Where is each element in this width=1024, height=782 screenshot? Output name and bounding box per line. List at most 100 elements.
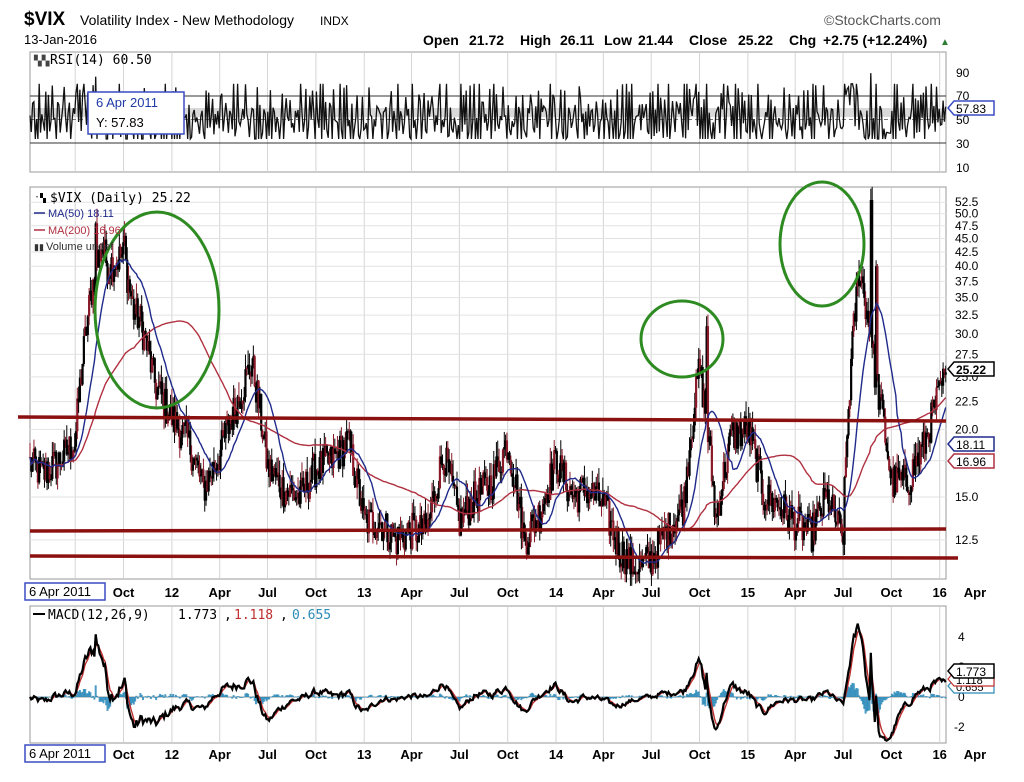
price-bar-body: [56, 463, 59, 479]
macd-hist-bar: [676, 696, 679, 697]
macd-tag: [947, 663, 995, 679]
price-bar-body: [701, 366, 704, 408]
macd-hist-bar: [831, 697, 834, 698]
macd-hist-bar: [219, 694, 222, 697]
macd-hist-bar: [99, 697, 102, 702]
price-bar-body: [666, 530, 669, 550]
macd-hist-bar: [412, 695, 415, 697]
macd-hist-bar: [773, 695, 776, 697]
macd-hist-bar: [360, 697, 363, 700]
price-tags: 25.22 18.11 16.96: [947, 361, 995, 469]
price-bar-body: [338, 435, 342, 469]
x-label-2: 12: [165, 585, 179, 600]
macd-hist-bar: [365, 696, 368, 698]
macd-hist-bar: [149, 697, 152, 700]
macd-hist-bar: [293, 696, 296, 698]
macd-hist-bar: [269, 696, 272, 698]
price-bar-body: [801, 514, 804, 541]
macd-hist-bar: [813, 697, 816, 698]
macd-hist-bar: [633, 697, 636, 698]
macd-hist-bar: [92, 695, 95, 697]
price-bar-body: [564, 462, 568, 490]
price-bar-body: [300, 477, 304, 481]
macd-hist-bar: [48, 697, 51, 698]
price-bar-body: [182, 422, 185, 426]
macd-label: MACD(12,26,9) 1.773 , 1.118 , 0.655: [33, 608, 331, 623]
price-bar-body: [634, 572, 637, 575]
macd-hist-bar: [320, 697, 323, 698]
price-bar-body: [438, 456, 442, 489]
price-bar-body: [101, 250, 104, 252]
macd-hist-bar: [465, 694, 468, 697]
macd-hist-bar: [286, 695, 289, 697]
macd-hist-bar: [197, 696, 200, 697]
price-bar-body: [869, 200, 872, 335]
macd-hist-bar: [279, 697, 282, 698]
price-bar-body: [838, 511, 841, 515]
price-bar-body: [663, 526, 666, 540]
price-bar-body: [591, 483, 594, 495]
macd-hist-bar: [394, 696, 397, 698]
macd-hist-bar: [558, 697, 561, 700]
macd-hist-bar: [358, 697, 361, 700]
macd-hist-bar: [856, 688, 859, 697]
price-bar-body: [349, 430, 352, 452]
macd-hist-bar: [780, 697, 783, 698]
price-bar-body: [273, 468, 276, 474]
price-bar-body: [374, 535, 377, 538]
price-grid: [30, 188, 946, 578]
macd-hist-bar: [314, 697, 317, 698]
price-bar-body: [497, 460, 501, 472]
macd-hist-bar: [361, 697, 364, 698]
price-bar-body: [734, 422, 737, 448]
price-bar-body: [310, 479, 313, 483]
price-bar-body: [228, 423, 231, 434]
price-bar-body: [295, 497, 298, 499]
price-bar-body: [903, 464, 907, 468]
price-bar-body: [526, 547, 530, 555]
price-bar-body: [743, 416, 746, 435]
macd-hist-bar: [620, 697, 623, 698]
macd-hist-bar: [821, 697, 824, 698]
macd-hist-bar: [390, 696, 393, 697]
macd-hist-bar: [861, 697, 864, 705]
price-bar-body: [683, 486, 686, 526]
price-bar-body: [872, 343, 875, 348]
price-bar-body: [811, 512, 815, 552]
macd-hist-bar: [89, 692, 92, 697]
macd-hist-bar: [388, 697, 391, 698]
macd-hist-bar: [942, 696, 945, 698]
price-bar-body: [551, 469, 555, 491]
macd-hist-bar: [659, 695, 662, 697]
price-x-axis: 6 Apr 2011 Oct 12 Apr Jul Oct 13 Apr Jul Oct 14 Ap…: [24, 582, 986, 601]
macd-hist-bar: [683, 695, 686, 697]
price-bar-body: [135, 298, 138, 314]
macd-grid: [74, 607, 941, 742]
macd-hist-bar: [331, 697, 334, 699]
price-bar-body: [733, 422, 736, 448]
price-bar-body: [536, 520, 539, 528]
price-tick-7: 35.0: [955, 291, 979, 305]
price-bar-body: [637, 572, 640, 575]
macd-hist-bar: [534, 695, 537, 697]
macd-panel: MACD(12,26,9) 1.773 , 1.118 , 0.655 4 2 …: [29, 605, 995, 744]
price-bar-body: [727, 436, 731, 452]
price-bar-body: [400, 531, 403, 533]
macd-hist-bar: [155, 697, 158, 701]
macd-hist-bar: [145, 697, 148, 698]
macd-hist-bar: [550, 696, 553, 697]
price-bar-body: [222, 430, 225, 436]
macd-hist-bar: [297, 696, 300, 697]
macd-hist-bar: [689, 692, 692, 697]
price-bar-body: [294, 497, 297, 501]
price-bar-body: [266, 459, 269, 469]
macd-hist-bar: [463, 695, 466, 697]
price-bar-body: [197, 460, 200, 466]
price-bar-body: [120, 254, 124, 258]
macd-hist-bar: [804, 697, 807, 698]
macd-label-signal: 1.118: [234, 608, 273, 623]
price-bar-body: [465, 496, 468, 514]
price-bar-body: [244, 369, 247, 398]
macd-hist-bar: [278, 696, 281, 697]
macd-hist-bar: [928, 697, 931, 699]
